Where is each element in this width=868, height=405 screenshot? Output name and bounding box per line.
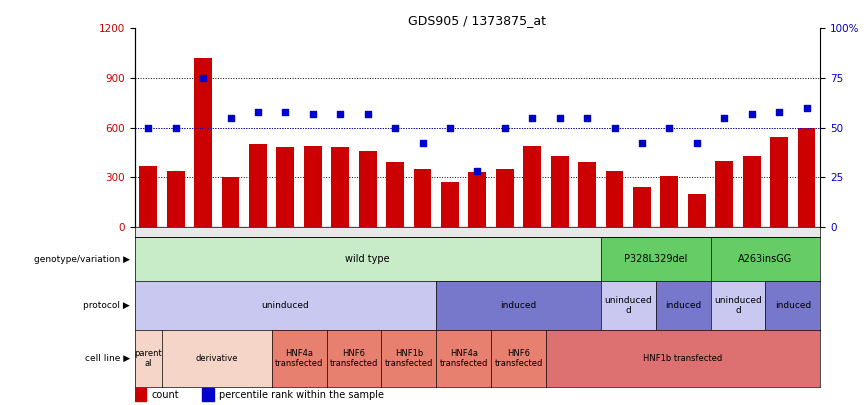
Point	[224, 114, 238, 121]
Bar	[523, 146, 541, 227]
Text: protocol ▶: protocol ▶	[83, 301, 130, 310]
Bar	[167, 171, 185, 227]
Text: uninduced: uninduced	[261, 301, 309, 310]
Text: P328L329del: P328L329del	[624, 254, 687, 264]
Bar	[715, 161, 733, 227]
Text: wild type: wild type	[345, 254, 390, 264]
Text: HNF1b
transfected: HNF1b transfected	[385, 349, 433, 368]
Point	[525, 114, 539, 121]
Text: HNF1b transfected: HNF1b transfected	[643, 354, 723, 363]
Bar	[551, 156, 569, 227]
Bar	[386, 162, 404, 227]
Bar	[606, 171, 623, 227]
Point	[470, 168, 484, 175]
Bar	[633, 187, 651, 227]
Text: induced: induced	[775, 301, 811, 310]
Bar	[469, 172, 486, 227]
Point	[498, 124, 512, 131]
Bar	[194, 58, 212, 227]
Bar	[414, 169, 431, 227]
Text: induced: induced	[665, 301, 701, 310]
Point	[717, 114, 731, 121]
Point	[388, 124, 402, 131]
Text: cell line ▶: cell line ▶	[85, 354, 130, 363]
Point	[196, 75, 210, 81]
Text: HNF4a
transfected: HNF4a transfected	[275, 349, 323, 368]
Point	[553, 114, 567, 121]
Bar	[688, 194, 706, 227]
Text: HNF6
transfected: HNF6 transfected	[495, 349, 542, 368]
Bar	[798, 128, 815, 227]
Bar	[277, 147, 294, 227]
Text: count: count	[151, 390, 179, 400]
Point	[690, 140, 704, 147]
Text: uninduced
d: uninduced d	[604, 296, 652, 315]
Point	[443, 124, 457, 131]
Bar	[496, 169, 514, 227]
Bar	[770, 138, 788, 227]
Bar	[661, 175, 678, 227]
Point	[279, 109, 293, 115]
Point	[306, 111, 319, 117]
Text: derivative: derivative	[195, 354, 238, 363]
Point	[799, 104, 813, 111]
Bar	[140, 166, 157, 227]
Bar	[221, 177, 240, 227]
Point	[361, 111, 375, 117]
Bar	[332, 147, 349, 227]
Text: HNF4a
transfected: HNF4a transfected	[439, 349, 488, 368]
Title: GDS905 / 1373875_at: GDS905 / 1373875_at	[409, 14, 546, 27]
Bar	[304, 146, 322, 227]
Point	[580, 114, 594, 121]
Bar	[441, 182, 459, 227]
Text: uninduced
d: uninduced d	[714, 296, 762, 315]
Bar	[578, 162, 596, 227]
Point	[168, 124, 182, 131]
Text: genotype/variation ▶: genotype/variation ▶	[34, 255, 130, 264]
Bar	[743, 156, 760, 227]
Point	[662, 124, 676, 131]
Point	[773, 109, 786, 115]
Point	[608, 124, 621, 131]
Bar	[202, 388, 214, 401]
Point	[141, 124, 155, 131]
Text: HNF6
transfected: HNF6 transfected	[330, 349, 378, 368]
Point	[416, 140, 430, 147]
Bar	[249, 144, 266, 227]
Point	[745, 111, 759, 117]
Text: parent
al: parent al	[135, 349, 162, 368]
Text: induced: induced	[501, 301, 536, 310]
Bar	[135, 388, 146, 401]
Point	[635, 140, 649, 147]
Point	[333, 111, 347, 117]
Point	[251, 109, 265, 115]
Bar	[358, 151, 377, 227]
Text: percentile rank within the sample: percentile rank within the sample	[219, 390, 384, 400]
Text: A263insGG: A263insGG	[739, 254, 792, 264]
